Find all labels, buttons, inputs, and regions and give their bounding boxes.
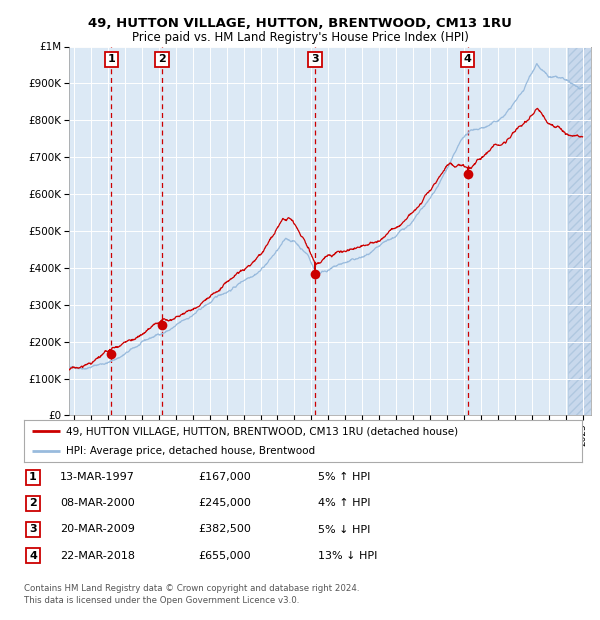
Text: 2: 2 <box>158 55 166 64</box>
Text: 1: 1 <box>29 472 37 482</box>
Text: 22-MAR-2018: 22-MAR-2018 <box>60 551 135 560</box>
Bar <box>568 46 600 415</box>
Text: 5% ↓ HPI: 5% ↓ HPI <box>318 525 370 534</box>
Text: £655,000: £655,000 <box>198 551 251 560</box>
Text: 49, HUTTON VILLAGE, HUTTON, BRENTWOOD, CM13 1RU (detached house): 49, HUTTON VILLAGE, HUTTON, BRENTWOOD, C… <box>66 426 458 436</box>
Text: £382,500: £382,500 <box>198 525 251 534</box>
Text: 4% ↑ HPI: 4% ↑ HPI <box>318 498 371 508</box>
Text: 2: 2 <box>29 498 37 508</box>
Text: HPI: Average price, detached house, Brentwood: HPI: Average price, detached house, Bren… <box>66 446 315 456</box>
Text: £245,000: £245,000 <box>198 498 251 508</box>
Text: 49, HUTTON VILLAGE, HUTTON, BRENTWOOD, CM13 1RU: 49, HUTTON VILLAGE, HUTTON, BRENTWOOD, C… <box>88 17 512 30</box>
Text: 4: 4 <box>29 551 37 560</box>
Text: 20-MAR-2009: 20-MAR-2009 <box>60 525 135 534</box>
Text: 1: 1 <box>107 55 115 64</box>
Text: 13% ↓ HPI: 13% ↓ HPI <box>318 551 377 560</box>
Text: 4: 4 <box>464 55 472 64</box>
Text: 13-MAR-1997: 13-MAR-1997 <box>60 472 135 482</box>
Text: £167,000: £167,000 <box>198 472 251 482</box>
Text: 5% ↑ HPI: 5% ↑ HPI <box>318 472 370 482</box>
Text: Contains HM Land Registry data © Crown copyright and database right 2024.
This d: Contains HM Land Registry data © Crown c… <box>24 584 359 605</box>
Text: 08-MAR-2000: 08-MAR-2000 <box>60 498 135 508</box>
Text: 3: 3 <box>29 525 37 534</box>
Text: Price paid vs. HM Land Registry's House Price Index (HPI): Price paid vs. HM Land Registry's House … <box>131 31 469 44</box>
Text: 3: 3 <box>311 55 319 64</box>
